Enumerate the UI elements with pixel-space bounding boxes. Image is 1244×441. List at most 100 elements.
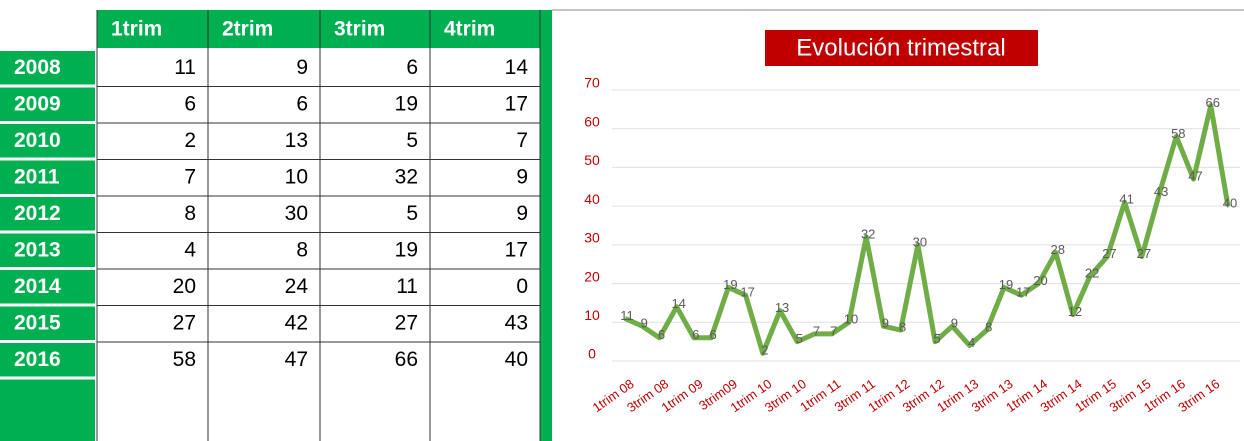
cell-value: 8 [296,238,308,261]
year-cell [0,233,95,267]
cell-value: 42 [285,311,308,334]
data-label: 43 [1154,184,1168,199]
cell-value: 17 [505,92,528,115]
cell-value: 27 [173,311,196,334]
header-band [97,10,540,48]
data-label: 8 [899,319,906,334]
year-cell [0,379,95,441]
cell-value: 10 [285,165,308,188]
cell-value: 30 [285,202,308,225]
data-label: 7 [813,323,820,338]
line-series [623,102,1231,356]
title-box [765,30,1038,66]
year-label: 2014 [14,275,61,298]
y-tick-label: 30 [584,230,600,246]
data-label: 6 [710,327,717,342]
year-cell [0,124,95,158]
year-cell [0,270,95,304]
cell-value: 19 [395,92,418,115]
cell-value: 5 [406,129,418,152]
data-label: 9 [951,316,958,331]
data-label: 14 [671,296,685,311]
y-tick-label: 60 [584,113,600,129]
cell-value: 11 [396,275,418,298]
cell-value: 9 [296,56,308,79]
data-label: 58 [1171,126,1185,141]
data-label: 41 [1119,192,1133,207]
year-cell [0,343,95,377]
data-label: 9 [641,316,648,331]
data-label: 47 [1188,168,1202,183]
data-label: 27 [1137,246,1151,261]
data-label: 66 [1206,95,1220,110]
cell-value: 19 [395,238,418,261]
cell-value: 24 [285,275,309,298]
cell-value: 7 [516,129,528,152]
year-label: 2010 [14,129,61,152]
data-label: 30 [913,234,927,249]
data-label: 27 [1102,246,1116,261]
data-label: 10 [844,312,858,327]
column-header: 4trim [444,18,495,41]
cell-value: 9 [516,165,528,188]
data-label: 17 [1016,285,1030,300]
year-label: 2015 [14,311,61,334]
year-label: 2012 [14,202,61,225]
cell-value: 20 [173,275,196,298]
year-cell [0,306,95,340]
data-label: 9 [882,316,889,331]
y-tick-label: 20 [584,268,600,284]
cell-value: 7 [184,165,196,188]
year-label: 2016 [14,348,61,371]
data-label: 4 [968,335,975,350]
data-label: 17 [740,285,754,300]
y-tick-label: 40 [584,191,600,207]
data-label: 40 [1223,196,1237,211]
data-label: 2 [761,343,768,358]
cell-value: 11 [174,56,196,79]
cell-value: 17 [505,238,528,261]
cell-value: 14 [505,56,529,79]
column-header: 2trim [222,18,273,41]
column-header: 3trim [334,18,385,41]
divider [540,10,552,441]
data-label: 32 [861,227,875,242]
cell-value: 6 [184,92,196,115]
data-label: 6 [658,327,665,342]
cell-value: 6 [296,92,308,115]
data-label: 22 [1085,265,1099,280]
y-tick-label: 0 [588,346,596,362]
cell-value: 58 [173,348,196,371]
year-cell [0,197,95,231]
year-cell [0,160,95,194]
data-label: 19 [723,277,737,292]
data-label: 5 [796,331,803,346]
data-label: 11 [620,308,634,323]
cell-value: 27 [395,311,418,334]
cell-value: 4 [184,238,196,261]
year-label: 2008 [14,56,61,79]
chart-title: Evolución trimestral [796,34,1005,61]
data-label: 13 [775,300,789,315]
data-label: 5 [933,331,940,346]
y-tick-label: 70 [584,75,600,91]
year-label: 2009 [14,92,61,115]
cell-value: 43 [505,311,528,334]
cell-value: 0 [516,275,528,298]
cell-value: 13 [285,129,308,152]
cell-value: 6 [406,56,418,79]
cell-value: 66 [395,348,418,371]
data-label: 28 [1050,242,1064,257]
data-label: 8 [985,319,992,334]
cell-value: 40 [505,348,528,371]
data-label: 6 [692,327,699,342]
data-label: 12 [1068,304,1082,319]
data-label: 20 [1033,273,1047,288]
year-label: 2011 [14,165,60,188]
cell-value: 9 [516,202,528,225]
year-label: 2013 [14,238,61,261]
cell-value: 8 [184,202,196,225]
cell-value: 47 [285,348,308,371]
cell-value: 2 [184,129,196,152]
